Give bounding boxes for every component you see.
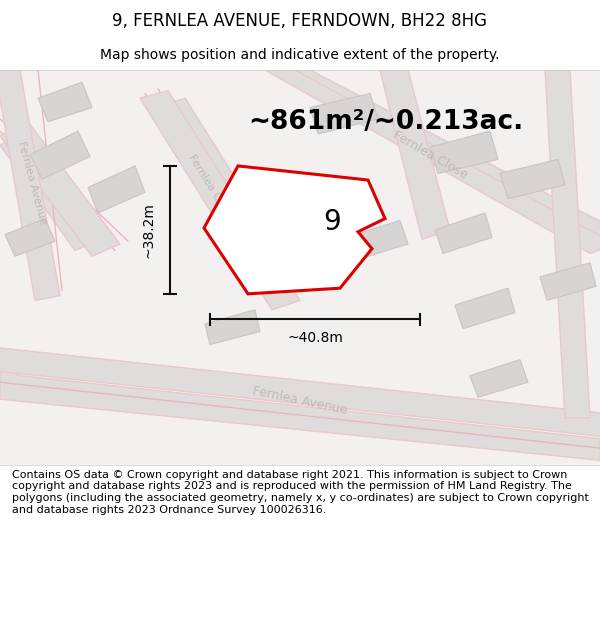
Polygon shape <box>280 70 600 241</box>
Polygon shape <box>140 91 300 310</box>
Polygon shape <box>0 122 120 256</box>
Polygon shape <box>540 262 596 301</box>
Polygon shape <box>430 131 498 174</box>
Text: Fernlea Avenue: Fernlea Avenue <box>16 140 48 226</box>
Text: ~38.2m: ~38.2m <box>141 202 155 258</box>
Polygon shape <box>0 70 60 301</box>
Text: 9: 9 <box>323 209 341 236</box>
Polygon shape <box>470 359 528 398</box>
Polygon shape <box>500 159 565 199</box>
Polygon shape <box>310 94 378 134</box>
Polygon shape <box>155 98 295 282</box>
Polygon shape <box>265 70 600 253</box>
Text: Fernlea Close: Fernlea Close <box>186 153 234 222</box>
Polygon shape <box>5 219 55 256</box>
Polygon shape <box>0 348 600 437</box>
Polygon shape <box>30 131 90 179</box>
Polygon shape <box>435 213 492 253</box>
Text: Contains OS data © Crown copyright and database right 2021. This information is : Contains OS data © Crown copyright and d… <box>12 470 589 514</box>
Text: 9, FERNLEA AVENUE, FERNDOWN, BH22 8HG: 9, FERNLEA AVENUE, FERNDOWN, BH22 8HG <box>113 12 487 30</box>
Polygon shape <box>0 366 600 460</box>
Polygon shape <box>355 221 408 258</box>
Polygon shape <box>204 166 385 294</box>
Polygon shape <box>232 178 345 251</box>
Polygon shape <box>88 166 145 213</box>
Polygon shape <box>380 70 450 239</box>
Text: Fernlea Avenue: Fernlea Avenue <box>251 384 349 418</box>
Text: Fernlea Close: Fernlea Close <box>391 128 470 181</box>
Text: ~861m²/~0.213ac.: ~861m²/~0.213ac. <box>248 109 523 135</box>
Polygon shape <box>38 82 92 122</box>
Text: ~40.8m: ~40.8m <box>287 331 343 345</box>
Polygon shape <box>545 70 590 418</box>
Polygon shape <box>205 310 260 344</box>
Text: Map shows position and indicative extent of the property.: Map shows position and indicative extent… <box>100 48 500 62</box>
Polygon shape <box>0 131 100 251</box>
Polygon shape <box>455 288 515 329</box>
